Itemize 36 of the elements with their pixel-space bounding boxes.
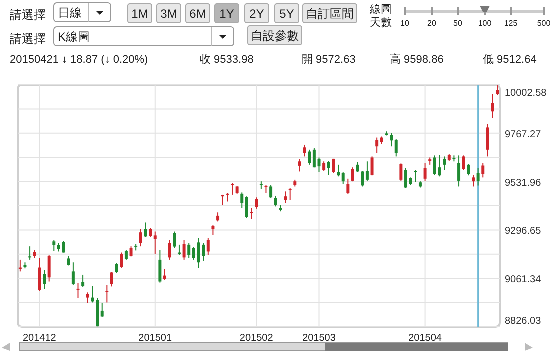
text: 20 bbox=[428, 19, 437, 28]
text: 開 9572.63 bbox=[302, 54, 356, 66]
text: 20150421 ↓ 18.87 (↓ 0.20%) bbox=[10, 54, 148, 66]
x-tick-label: 201501 bbox=[138, 333, 172, 344]
x-tick-label: 201504 bbox=[408, 333, 442, 344]
text: 100 bbox=[478, 19, 492, 28]
y-tick-label: 9296.65 bbox=[505, 226, 542, 238]
text: 1Y bbox=[220, 7, 234, 21]
text: 請選擇 bbox=[10, 32, 46, 46]
text: 收 9533.98 bbox=[200, 54, 254, 66]
text: 天數 bbox=[370, 17, 392, 29]
y-tick-label: 8826.03 bbox=[505, 316, 542, 327]
x-tick-label: 201502 bbox=[240, 333, 274, 344]
text: 1M bbox=[132, 7, 148, 21]
text: 5Y bbox=[280, 7, 294, 21]
text: 6M bbox=[190, 7, 206, 21]
y-tick-label: 9767.27 bbox=[505, 129, 542, 140]
text: 10 bbox=[400, 19, 410, 28]
x-tick-label: 201412 bbox=[23, 333, 57, 344]
y-tick-label: 10002.58 bbox=[505, 88, 548, 99]
y-tick-label: 9061.34 bbox=[505, 274, 542, 286]
text: 線圖 bbox=[369, 4, 392, 16]
y-tick-label: 9531.96 bbox=[505, 178, 542, 189]
text: 自設參數 bbox=[251, 29, 299, 43]
text: 自訂區間 bbox=[306, 7, 354, 21]
text: 500 bbox=[537, 19, 552, 28]
text: 低 9512.64 bbox=[483, 54, 537, 66]
text: 125 bbox=[504, 19, 518, 28]
text: 高 9598.86 bbox=[390, 53, 444, 66]
text: 請選擇 bbox=[10, 8, 46, 22]
text: 50 bbox=[454, 19, 463, 28]
text: 日線 bbox=[58, 6, 82, 20]
text: 3M bbox=[160, 7, 178, 21]
text: K線圖 bbox=[58, 30, 90, 44]
x-tick-label: 201503 bbox=[302, 333, 336, 344]
text: 2Y bbox=[250, 7, 264, 21]
